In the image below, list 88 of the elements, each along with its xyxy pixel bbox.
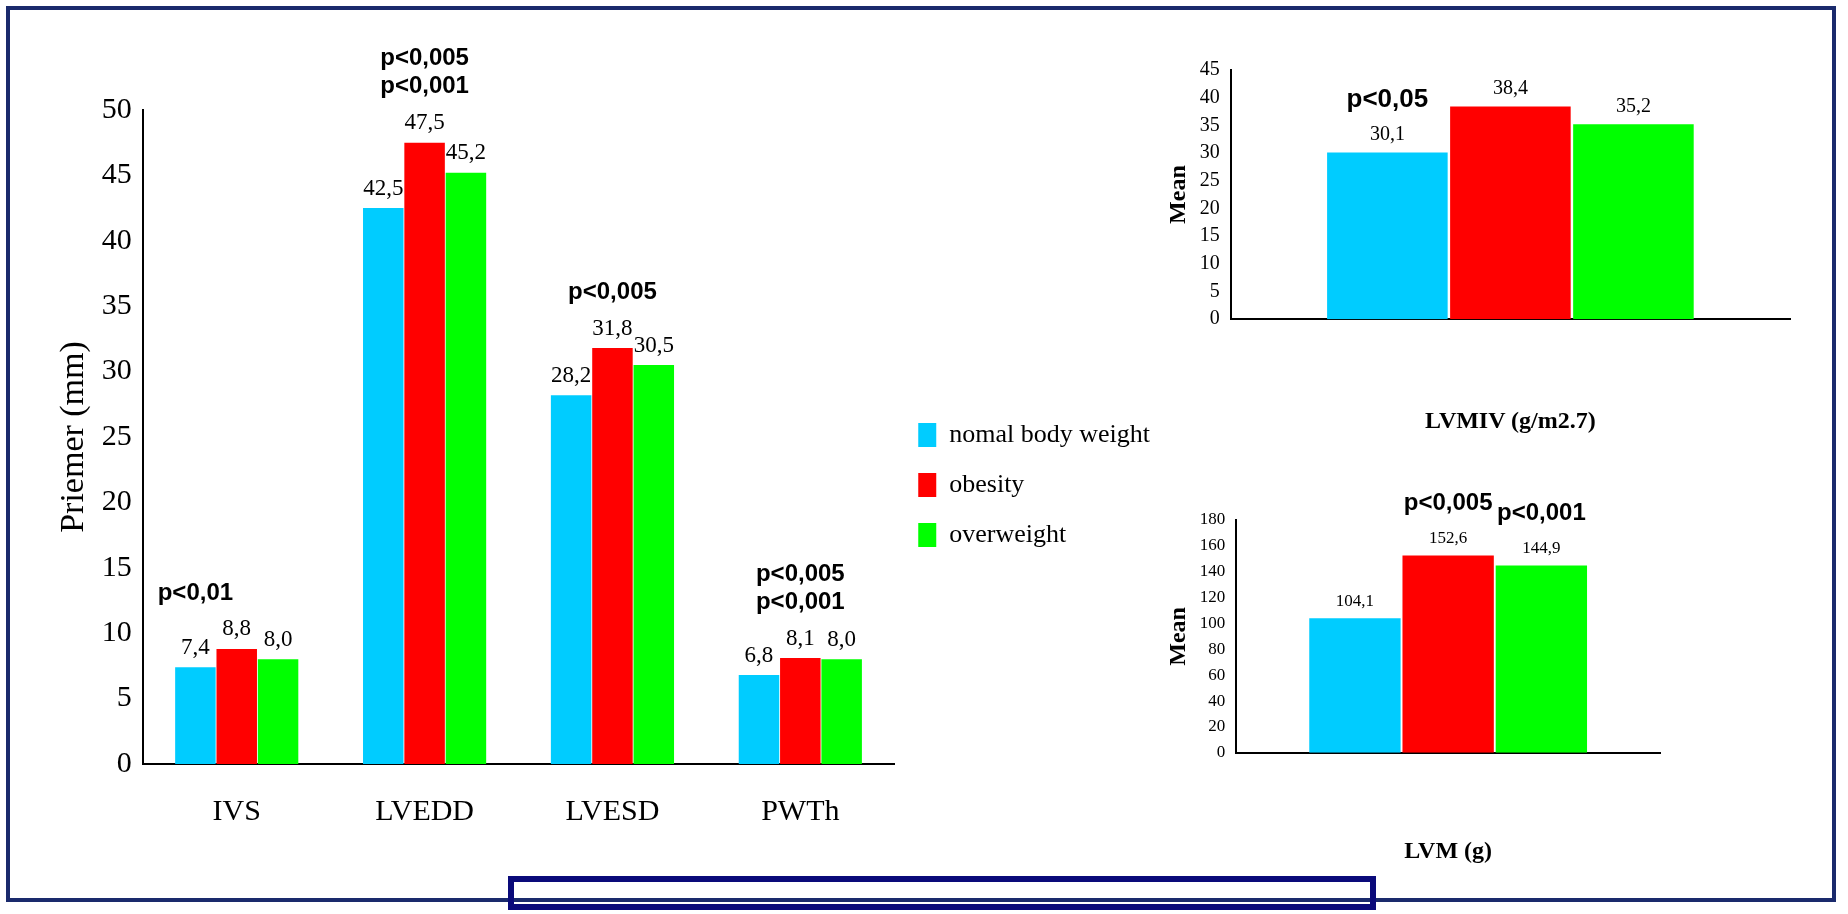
data-label: 28,2 [551,361,592,387]
y-tick-label: 100 [1199,612,1226,632]
annotation: p<0,01 [157,577,234,605]
data-label: 8,1 [785,624,815,650]
y-tick-label: 180 [1199,509,1226,529]
y-tick-label: 120 [1199,587,1226,607]
x-axis-title: LVM (g) [1404,836,1493,863]
data-label: 8,0 [827,625,857,651]
data-label: 30,5 [633,331,674,357]
y-axis-title: Mean [1163,165,1190,224]
y-axis-title: Mean [1163,607,1190,666]
y-tick-label: 160 [1199,535,1226,555]
y-tick-label: 20 [1199,195,1220,218]
x-tick-label: PWTh [761,792,840,826]
y-tick-label: 25 [1199,168,1220,191]
data-label: 7,4 [181,633,211,659]
y-tick-label: 80 [1208,638,1226,658]
y-tick-label: 0 [1216,742,1226,762]
bar [216,648,257,764]
bar [1402,555,1494,753]
y-tick-label: 45 [1199,57,1220,80]
legend-label: nomal body weight [949,418,1151,448]
bar [633,365,675,764]
annotation: p<0,05 [1346,82,1429,113]
legend-label: overweight [949,518,1067,548]
data-label: 152,6 [1429,528,1468,548]
y-tick-label: 35 [1199,112,1220,135]
bar [1450,106,1571,320]
bar [1573,124,1694,320]
y-tick-label: 15 [101,548,132,582]
y-tick-label: 0 [1209,306,1220,329]
y-tick-label: 5 [1209,278,1220,301]
data-label: 42,5 [363,174,404,200]
data-label: 8,8 [222,615,252,641]
y-tick-label: 35 [101,287,132,321]
bar [738,675,780,764]
bar [257,659,299,764]
text: p<0,005 [1403,488,1493,516]
data-label: 6,8 [744,641,774,667]
data-label: 35,2 [1615,93,1651,116]
annotation: p<0,001 [755,586,845,614]
x-tick-label: LVEDD [375,792,475,826]
data-label: 104,1 [1335,591,1375,611]
y-tick-label: 45 [101,156,132,190]
y-tick-label: 10 [1199,251,1220,274]
bar [1495,565,1588,753]
data-label: 31,8 [592,314,633,340]
text: p<0,005 [380,43,469,71]
y-tick-label: 50 [101,90,132,124]
y-tick-label: 30 [101,352,132,386]
x-axis-title: LVMIV (g/m2.7) [1425,406,1596,433]
bar [592,348,633,764]
y-tick-label: 20 [1208,716,1226,736]
data-label: 144,9 [1522,538,1561,558]
annotation: p<0,005 [568,276,657,304]
bar [175,667,216,764]
annotation: p<0,005 [755,558,845,586]
y-tick-label: 5 [116,679,132,713]
bar [780,658,821,764]
bar [550,395,592,764]
y-axis-title: Priemer (mm) [53,341,92,533]
bar [445,172,487,764]
bar [1327,152,1448,320]
data-label: 47,5 [404,109,445,135]
x-tick-label: LVESD [565,792,660,826]
legend-label: obesity [949,468,1025,498]
text: p<0,001 [380,71,469,99]
data-label: 45,2 [445,139,487,165]
annotation: p<0,001 [1497,498,1586,526]
y-tick-label: 40 [101,221,132,255]
y-tick-label: 20 [101,483,132,517]
bar [1309,618,1401,753]
data-label: 38,4 [1492,75,1528,98]
bar [363,208,404,764]
data-label: 8,0 [263,625,293,651]
y-tick-label: 60 [1208,664,1226,684]
bar [404,142,445,764]
data-label: 30,1 [1369,121,1405,144]
y-tick-label: 25 [101,417,132,451]
y-tick-label: 0 [116,744,132,778]
y-tick-label: 15 [1199,223,1220,246]
y-tick-label: 40 [1208,690,1226,710]
bar [821,659,862,764]
y-tick-label: 30 [1199,140,1220,163]
y-tick-label: 10 [101,614,132,648]
y-tick-label: 40 [1199,84,1220,107]
x-tick-label: IVS [212,792,261,826]
y-tick-label: 140 [1199,561,1226,581]
